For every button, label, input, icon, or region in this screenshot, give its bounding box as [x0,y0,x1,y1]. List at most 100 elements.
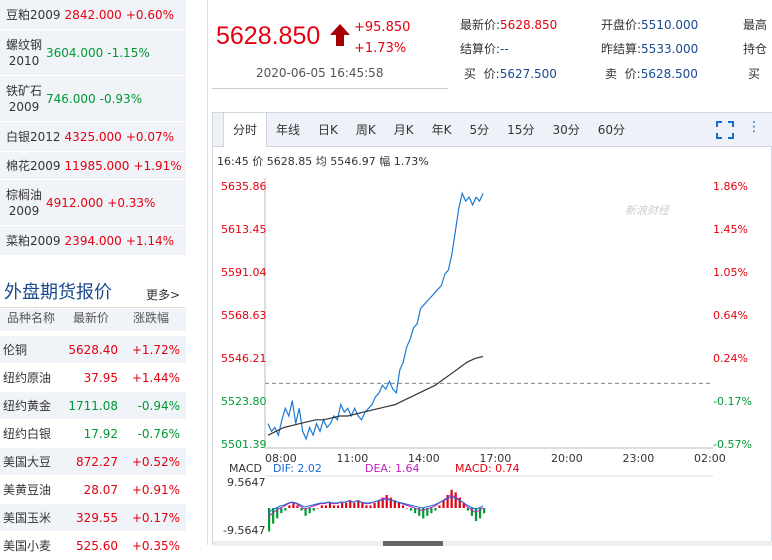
commodity-name: 铁矿石 2009 [6,83,43,114]
domestic-row[interactable]: 白银2012 4325.000 +0.07% [0,122,186,152]
latest-value: 5628.850 [500,18,558,32]
macd-bar [414,508,417,514]
commodity-price: 2842.000 [64,7,122,22]
tab-6[interactable]: 5分 [469,122,490,137]
x-tick: 20:00 [551,452,583,465]
domestic-row[interactable]: 棕榈油 2009 4912.000 +0.33% [0,180,186,226]
macd-bar [377,500,380,508]
tab-8[interactable]: 30分 [552,122,580,137]
foreign-change: +1.44% [131,370,180,385]
macd-bar [345,502,348,508]
tab-4[interactable]: 月K [393,122,414,137]
domestic-row[interactable]: 菜粕2009 2394.000 +1.14% [0,226,186,256]
foreign-row[interactable]: 纽约白银 17.92 -0.76% [0,420,186,448]
foreign-row[interactable]: 纽约黄金 1711.08 -0.94% [0,392,186,420]
foreign-row[interactable]: 美国玉米 329.55 +0.17% [0,504,186,532]
x-tick: 11:00 [337,452,369,465]
commodity-name: 螺纹钢 2010 [6,37,43,68]
domestic-row[interactable]: 豆粕2009 2842.000 +0.60% [0,0,186,30]
foreign-row[interactable]: 美国小麦 525.60 +0.35% [0,532,186,560]
macd-bar [474,508,478,521]
macd-bar [296,505,299,508]
y-tick-right: 1.05% [713,266,748,279]
macd-dea: DEA: 1.64 [365,462,419,475]
macd-bar [454,492,457,508]
foreign-row[interactable]: 美黄豆油 28.07 +0.91% [0,476,186,504]
intraday-chart[interactable]: 5635.86 1.86% 5613.45 1.45% 5591.04 1.05% 5568… [213,166,772,546]
ask-price-field: 卖 价:5628.500 [605,65,698,82]
col-price: 最新价 [72,311,109,325]
foreign-row[interactable]: 纽约原油 37.95 +1.44% [0,364,186,392]
commodity-name: 白银2012 [6,129,61,144]
x-tick: 14:00 [408,452,440,465]
macd-bar [361,502,364,508]
foreign-change: -0.76% [137,426,180,441]
tab-5[interactable]: 年K [431,122,452,137]
tab-9[interactable]: 60分 [597,122,626,137]
macd-bottom: -9.5647 [223,524,265,537]
tab-2[interactable]: 日K [318,122,338,137]
foreign-price: 1711.08 [68,398,118,413]
latest-price-field: 最新价:5628.850 [460,16,557,33]
latest-label: 最新价: [460,18,501,32]
foreign-change: +1.72% [131,342,180,357]
divider [207,0,208,545]
macd-bar [470,508,474,516]
commodity-change: -1.15% [107,45,150,60]
macd-label: MACD [229,462,262,475]
commodity-change: -0.93% [99,91,143,106]
foreign-name: 美国小麦 [3,539,52,553]
commodity-name: 棕榈油 2009 [6,187,43,218]
more-link[interactable]: 更多> [145,288,180,302]
macd-bar [272,508,275,524]
macd-bar [349,500,352,508]
macd-bar [304,508,307,516]
foreign-change: +0.35% [131,538,180,553]
arrow-up-icon [330,24,350,46]
foreign-name: 纽约黄金 [3,399,52,413]
macd-value: MACD: 0.74 [455,462,520,475]
domestic-row[interactable]: 棉花2009 11985.000 +1.91% [0,152,186,180]
period-tabs: 分时 年线 日K 周K 月K 年K 5分 15分 30分 60分 [213,112,772,147]
tab-3[interactable]: 周K [355,122,376,137]
foreign-change: -0.94% [137,398,180,413]
macd-bar [401,505,405,508]
prev-settle-label: 昨结算: [601,42,642,56]
tab-7[interactable]: 15分 [507,122,535,137]
info-amp: 1.73% [393,155,429,168]
foreign-row[interactable]: 美国大豆 872.27 +0.52% [0,448,186,476]
commodity-price: 4912.000 [46,195,104,210]
commodity-price: 2394.000 [64,233,122,248]
price-change-pct: +1.73% [354,41,407,56]
domestic-row[interactable]: 铁矿石 2009 746.000 -0.93% [0,76,186,122]
chart-scrollbar-track [213,541,772,546]
macd-bar [385,495,388,508]
macd-bar [409,508,413,511]
y-tick-left: 5568.63 [221,309,267,322]
y-tick-left: 5501.39 [221,438,267,451]
macd-bar [418,508,421,516]
macd-bar [478,508,482,519]
y-tick-right: -0.57% [713,438,752,451]
foreign-name: 纽约白银 [3,427,52,441]
tab-0[interactable]: 分时 [223,112,268,147]
macd-bar [308,508,311,514]
info-price: 5628.85 [266,155,313,168]
foreign-futures-list: 伦铜 5628.40 +1.72% 纽约原油 37.95 +1.44% 纽约黄金 1711.0… [0,336,186,560]
foreign-name: 伦铜 [3,343,28,357]
foreign-row[interactable]: 伦铜 5628.40 +1.72% [0,336,186,364]
macd-bar [442,500,445,508]
domestic-row[interactable]: 螺纹钢 2010 3604.000 -1.15% [0,30,186,76]
macd-bar [292,502,295,508]
current-price: 5628.850 [216,22,321,50]
dif-line [267,496,484,514]
tab-1[interactable]: 年线 [276,122,301,137]
chart-scrollbar-thumb[interactable] [383,541,443,546]
macd-bar [458,497,461,508]
macd-bar [462,502,465,508]
macd-bar [426,508,429,516]
fullscreen-icon[interactable] [716,121,734,139]
macd-bar [328,502,332,508]
macd-top: 9.5647 [227,476,266,489]
more-vertical-icon[interactable]: ⋮ [747,119,761,135]
